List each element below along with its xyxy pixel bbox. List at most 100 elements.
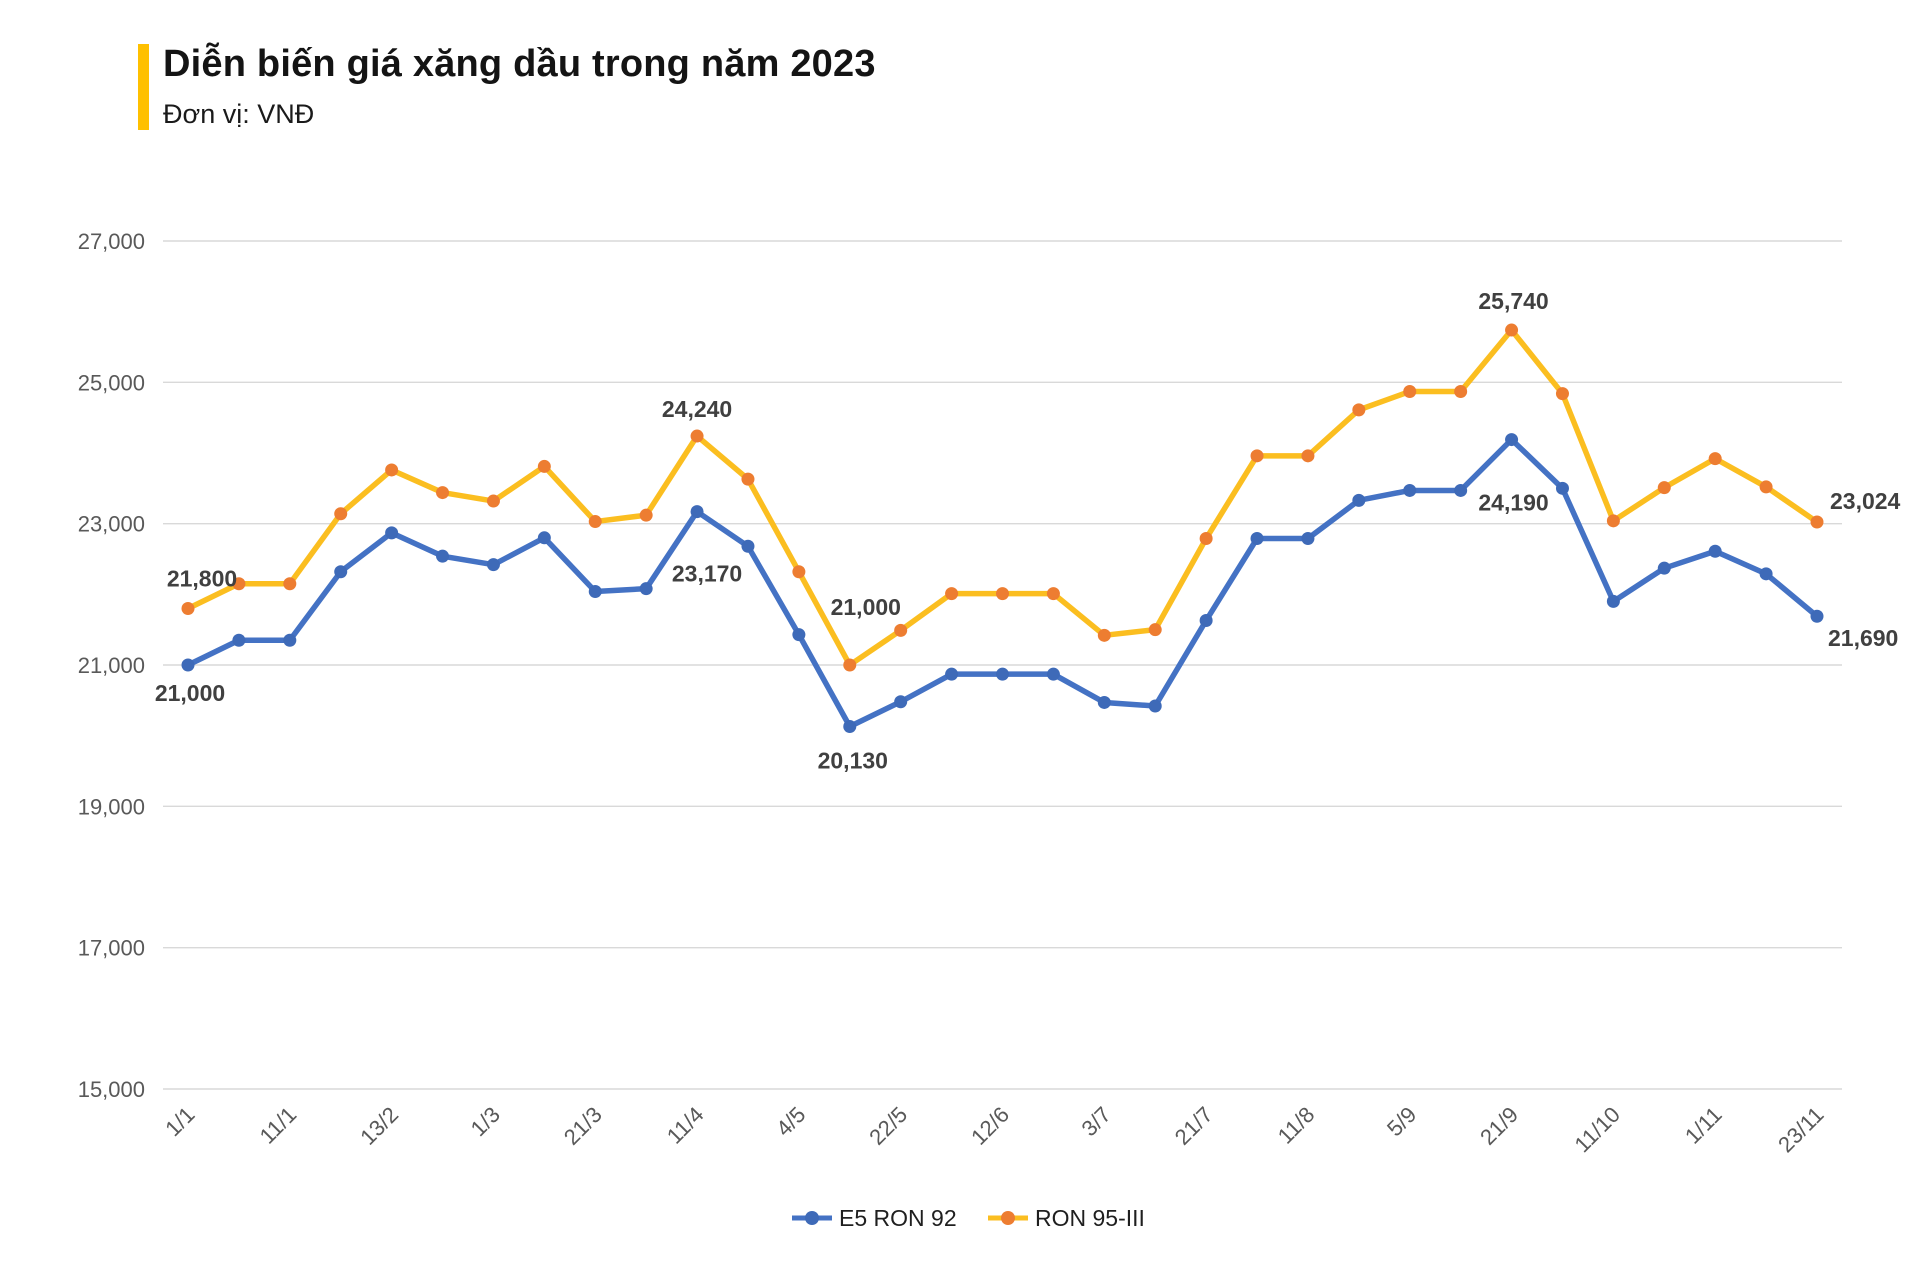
x-tick-label: 21/3 bbox=[559, 1102, 607, 1150]
data-point-ron-95-iii bbox=[996, 587, 1009, 601]
data-point-label: 21,000 bbox=[831, 594, 901, 620]
data-point-ron-95-iii bbox=[1046, 587, 1060, 601]
x-tick-label: 11/1 bbox=[255, 1102, 302, 1149]
data-point-ron-95-iii bbox=[843, 658, 857, 672]
unit-label: Đơn vị: VNĐ bbox=[163, 99, 315, 129]
data-point-ron-95-iii bbox=[1148, 623, 1162, 637]
data-point-ron-95-iii bbox=[1454, 385, 1468, 399]
series-line-e5-ron-92 bbox=[185, 436, 1820, 730]
data-point-e5-ron-92 bbox=[1505, 433, 1519, 447]
data-point-ron-95-iii bbox=[1555, 387, 1569, 401]
legend-label: E5 RON 92 bbox=[839, 1205, 957, 1231]
data-point-ron-95-iii bbox=[283, 577, 297, 591]
data-point-e5-ron-92 bbox=[1301, 532, 1315, 546]
data-point-e5-ron-92 bbox=[1657, 561, 1671, 575]
x-tick-label: 5/9 bbox=[1382, 1102, 1421, 1141]
data-point-label: 24,190 bbox=[1478, 490, 1548, 516]
data-point-ron-95-iii bbox=[1250, 449, 1264, 463]
data-point-ron-95-iii bbox=[1352, 403, 1366, 417]
data-point-ron-95-iii bbox=[181, 601, 195, 615]
data-point-e5-ron-92 bbox=[1250, 532, 1264, 546]
data-point-ron-95-iii bbox=[1505, 323, 1519, 337]
y-tick-label: 17,000 bbox=[78, 936, 145, 961]
data-point-e5-ron-92 bbox=[1046, 667, 1060, 681]
data-point-label: 20,130 bbox=[818, 747, 888, 773]
title-accent-bar bbox=[138, 44, 149, 130]
data-point-e5-ron-92 bbox=[385, 526, 399, 540]
x-tick-label: 1/11 bbox=[1680, 1102, 1727, 1149]
chart-header: Diễn biến giá xăng dầu trong năm 2023 Đơ… bbox=[138, 43, 876, 130]
data-point-e5-ron-92 bbox=[1606, 594, 1620, 608]
data-point-label: 21,800 bbox=[167, 565, 237, 591]
data-point-e5-ron-92 bbox=[1199, 613, 1213, 627]
data-point-ron-95-iii bbox=[690, 429, 704, 443]
data-point-e5-ron-92 bbox=[639, 582, 653, 596]
x-tick-label: 11/4 bbox=[662, 1102, 709, 1149]
x-tick-label: 1/1 bbox=[160, 1102, 199, 1141]
page-title: Diễn biến giá xăng dầu trong năm 2023 bbox=[163, 43, 876, 85]
data-point-e5-ron-92 bbox=[1454, 483, 1468, 497]
x-tick-label: 1/3 bbox=[466, 1102, 505, 1141]
data-point-ron-95-iii bbox=[537, 459, 551, 473]
data-point-e5-ron-92 bbox=[690, 505, 704, 519]
data-point-e5-ron-92 bbox=[588, 585, 602, 599]
x-tick-label: 11/10 bbox=[1569, 1102, 1624, 1157]
data-point-e5-ron-92 bbox=[792, 628, 806, 642]
data-point-label: 23,170 bbox=[672, 561, 742, 587]
data-point-ron-95-iii bbox=[639, 508, 653, 522]
legend-item-ron-95-iii: RON 95-III bbox=[988, 1205, 1145, 1231]
y-tick-label: 21,000 bbox=[78, 653, 145, 678]
data-point-e5-ron-92 bbox=[1097, 695, 1111, 709]
data-point-ron-95-iii bbox=[1657, 481, 1671, 495]
data-point-ron-95-iii bbox=[385, 463, 399, 477]
data-point-ron-95-iii bbox=[1759, 480, 1773, 494]
data-point-ron-95-iii bbox=[1606, 514, 1620, 528]
x-tick-label: 11/8 bbox=[1273, 1102, 1320, 1149]
series-line-ron-95-iii bbox=[185, 327, 1820, 668]
data-point-e5-ron-92 bbox=[537, 531, 551, 545]
x-tick-label: 13/2 bbox=[355, 1102, 403, 1150]
data-point-e5-ron-92 bbox=[1403, 483, 1417, 497]
data-point-label: 21,690 bbox=[1828, 625, 1898, 651]
y-tick-label: 23,000 bbox=[78, 512, 145, 537]
legend-marker-icon bbox=[1001, 1211, 1015, 1225]
data-point-e5-ron-92 bbox=[283, 633, 297, 647]
data-point-ron-95-iii bbox=[741, 472, 755, 486]
data-point-e5-ron-92 bbox=[1810, 609, 1824, 623]
data-point-label: 23,024 bbox=[1830, 488, 1901, 514]
data-point-e5-ron-92 bbox=[843, 719, 857, 733]
y-tick-label: 15,000 bbox=[78, 1077, 145, 1102]
data-point-ron-95-iii bbox=[1301, 449, 1315, 463]
data-point-e5-ron-92 bbox=[436, 549, 450, 563]
legend-item-e5-ron-92: E5 RON 92 bbox=[792, 1205, 957, 1231]
data-point-ron-95-iii bbox=[945, 587, 959, 601]
data-point-ron-95-iii bbox=[1097, 628, 1111, 642]
data-point-label: 21,000 bbox=[155, 680, 225, 706]
data-point-ron-95-iii bbox=[1708, 452, 1722, 466]
data-point-e5-ron-92 bbox=[1555, 481, 1569, 495]
data-point-e5-ron-92 bbox=[181, 658, 195, 672]
data-point-label: 24,240 bbox=[662, 396, 732, 422]
data-point-e5-ron-92 bbox=[232, 633, 246, 647]
data-point-e5-ron-92 bbox=[894, 695, 908, 709]
y-tick-label: 25,000 bbox=[78, 370, 145, 395]
y-tick-label: 19,000 bbox=[78, 794, 145, 819]
data-point-e5-ron-92 bbox=[334, 565, 348, 579]
data-point-ron-95-iii bbox=[1403, 385, 1417, 399]
data-point-e5-ron-92 bbox=[741, 539, 755, 553]
x-tick-label: 21/9 bbox=[1475, 1102, 1523, 1150]
x-tick-label: 21/7 bbox=[1170, 1102, 1218, 1150]
x-tick-label: 23/11 bbox=[1773, 1102, 1828, 1157]
data-point-ron-95-iii bbox=[792, 565, 806, 579]
data-point-ron-95-iii bbox=[894, 623, 908, 637]
x-tick-label: 3/7 bbox=[1077, 1102, 1116, 1141]
data-point-e5-ron-92 bbox=[486, 558, 500, 572]
data-point-e5-ron-92 bbox=[945, 667, 959, 681]
x-tick-label: 12/6 bbox=[966, 1102, 1014, 1150]
data-point-ron-95-iii bbox=[1199, 532, 1213, 546]
data-point-e5-ron-92 bbox=[1148, 699, 1162, 713]
data-point-ron-95-iii bbox=[436, 486, 450, 500]
data-point-e5-ron-92 bbox=[1759, 567, 1773, 581]
data-point-ron-95-iii bbox=[334, 507, 348, 521]
